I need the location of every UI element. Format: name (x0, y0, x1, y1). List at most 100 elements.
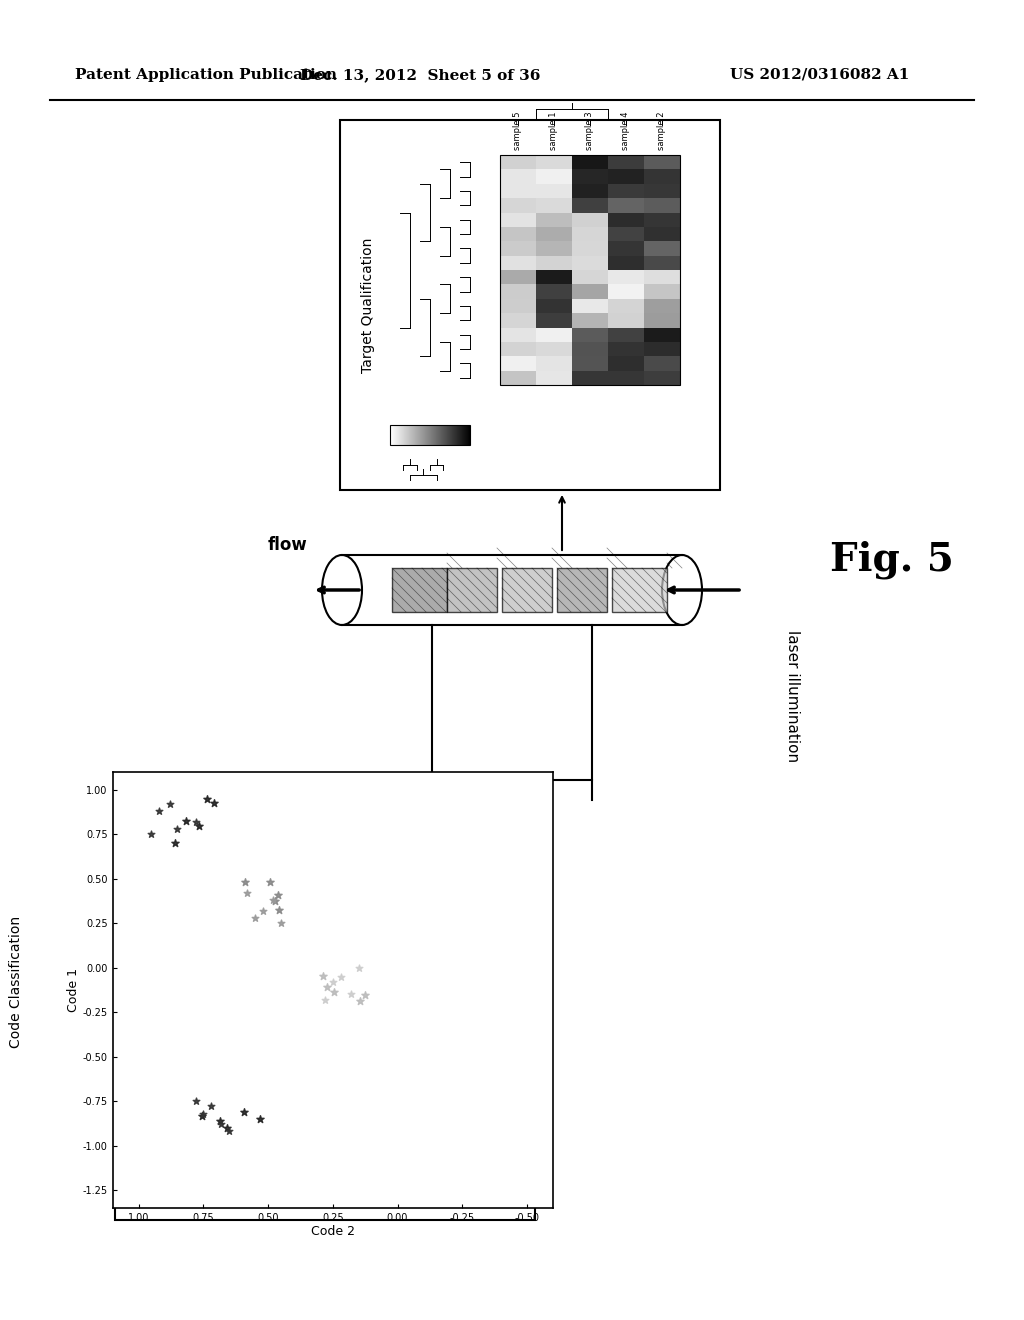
Text: sample 5: sample 5 (513, 111, 522, 150)
Bar (644, 298, 680, 313)
Bar (500, 213, 536, 227)
Bar (572, 371, 608, 385)
Point (206, 792, 222, 813)
Bar (572, 227, 608, 242)
Bar (536, 183, 572, 198)
Bar (500, 356, 536, 371)
Point (237, 871, 253, 892)
Bar (572, 298, 608, 313)
Point (219, 1118, 236, 1139)
Bar (572, 198, 608, 213)
Point (350, 957, 367, 978)
Point (167, 832, 183, 853)
Bar (500, 256, 536, 271)
Point (319, 977, 336, 998)
Bar (608, 313, 644, 327)
Bar (536, 371, 572, 385)
Bar (536, 227, 572, 242)
Bar (644, 284, 680, 298)
Bar (608, 271, 644, 284)
Bar (644, 327, 680, 342)
Bar (500, 242, 536, 256)
Bar (500, 313, 536, 327)
Bar (500, 154, 536, 169)
Bar (536, 256, 572, 271)
Bar (644, 371, 680, 385)
Point (194, 1105, 210, 1126)
Text: sample 1: sample 1 (550, 111, 558, 150)
Point (213, 1114, 229, 1135)
Text: Fig. 5: Fig. 5 (830, 541, 954, 579)
Bar (500, 298, 536, 313)
Point (272, 912, 289, 933)
Bar (608, 198, 644, 213)
Bar (536, 213, 572, 227)
Bar (536, 198, 572, 213)
Point (261, 871, 278, 892)
Bar (536, 242, 572, 256)
Text: sample 3: sample 3 (586, 111, 595, 150)
Bar (572, 183, 608, 198)
Bar (536, 356, 572, 371)
Bar (536, 327, 572, 342)
Bar (557, 568, 607, 612)
Bar (644, 154, 680, 169)
Bar (644, 198, 680, 213)
Bar (608, 298, 644, 313)
Bar (608, 371, 644, 385)
Bar (572, 256, 608, 271)
Point (270, 900, 287, 921)
Bar (390, 425, 470, 445)
Bar (608, 183, 644, 198)
Text: Patent Application Publication: Patent Application Publication (75, 69, 337, 82)
Bar (500, 342, 536, 356)
Point (178, 810, 195, 832)
Bar (608, 242, 644, 256)
Point (221, 1121, 238, 1142)
Point (255, 900, 271, 921)
Bar (536, 169, 572, 183)
Point (143, 824, 160, 845)
Bar (536, 342, 572, 356)
Point (236, 1101, 252, 1122)
Bar (500, 183, 536, 198)
Bar (572, 169, 608, 183)
Bar (502, 568, 552, 612)
Bar (608, 284, 644, 298)
Ellipse shape (322, 554, 362, 624)
Bar (536, 284, 572, 298)
Bar (447, 568, 497, 612)
Bar (500, 371, 536, 385)
Bar (572, 271, 608, 284)
Text: US 2012/0316082 A1: US 2012/0316082 A1 (730, 69, 909, 82)
X-axis label: Code 2: Code 2 (311, 1225, 354, 1238)
Bar (500, 327, 536, 342)
Point (333, 966, 349, 987)
Bar (572, 213, 608, 227)
Bar (608, 356, 644, 371)
Point (199, 788, 215, 809)
Point (169, 818, 185, 840)
Text: flow: flow (267, 536, 307, 554)
FancyBboxPatch shape (340, 120, 720, 490)
Point (267, 891, 284, 912)
Bar (342, 554, 682, 624)
Point (203, 1096, 219, 1117)
Bar (644, 313, 680, 327)
Bar (500, 169, 536, 183)
Bar (608, 256, 644, 271)
Bar (536, 271, 572, 284)
Point (314, 965, 331, 986)
Bar (608, 154, 644, 169)
Point (357, 985, 374, 1006)
Bar (500, 271, 536, 284)
Text: laser illumination: laser illumination (784, 630, 800, 762)
Bar (608, 227, 644, 242)
Point (247, 907, 263, 928)
Text: sample 2: sample 2 (657, 111, 667, 150)
Bar (536, 154, 572, 169)
Bar (644, 183, 680, 198)
Bar (500, 154, 680, 385)
Bar (644, 256, 680, 271)
Bar (612, 568, 667, 612)
